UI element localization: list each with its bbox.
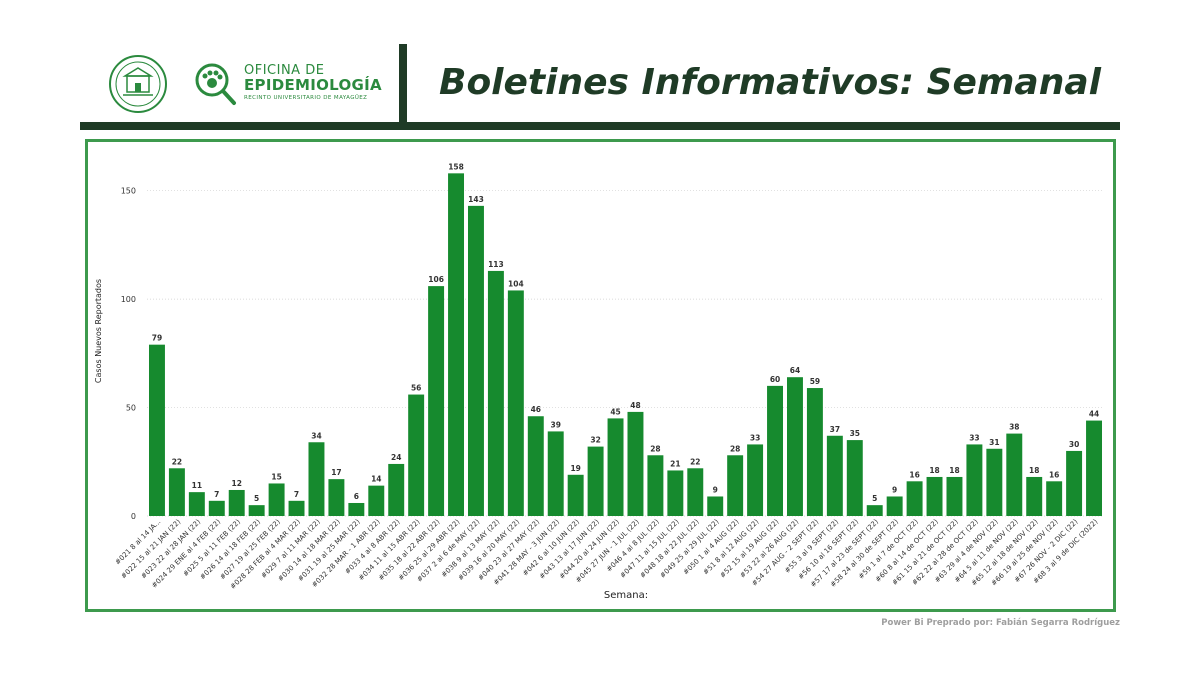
header-divider <box>399 44 407 124</box>
credit-text: Power Bi Preprado por: Fabián Segarra Ro… <box>881 618 1120 628</box>
logo-line-3: RECINTO UNIVERSITARIO DE MAYAGÜEZ <box>244 95 368 101</box>
logo-line-2: EPIDEMIOLOGÍA <box>244 76 382 94</box>
page-title: Boletines Informativos: Semanal <box>439 62 1101 103</box>
university-seal-icon <box>109 55 167 113</box>
epidemiology-logo: OFICINA DE EPIDEMIOLOGÍA RECINTO UNIVERS… <box>190 54 390 114</box>
logo-line-1: OFICINA DE <box>244 63 325 78</box>
chart-frame <box>85 139 1116 612</box>
header-bar <box>80 122 1120 130</box>
paw-magnifier-icon <box>195 63 236 105</box>
